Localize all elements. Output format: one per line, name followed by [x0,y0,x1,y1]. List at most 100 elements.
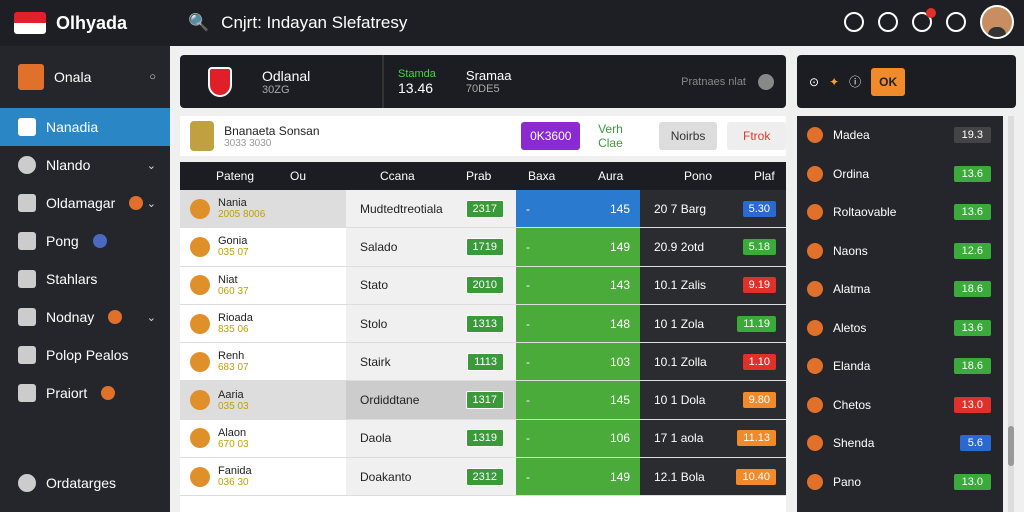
sidebar-item-pong[interactable]: Pong [0,222,170,260]
team-icon [190,466,210,487]
right-label: Pratnaes nlat [681,75,746,88]
odds-green[interactable]: 1317 [465,391,504,410]
info-icon[interactable] [758,73,774,90]
settings-icon[interactable] [912,8,936,32]
search-bar[interactable]: 🔍 Cnjrt: Indayan Slefatresy [188,13,407,33]
odds-value: 106 [609,431,630,446]
odds-cell[interactable]: - 149 [516,458,640,496]
sidebar-item-nlando[interactable]: Nlando ⌄ [0,146,170,184]
avatar[interactable] [980,5,1014,39]
team-crest-icon [208,66,232,97]
right-list-item[interactable]: Roltaovable 13.6 [797,193,1003,232]
odd-badge[interactable]: 1.10 [742,353,776,370]
odds-green[interactable]: 2317 [465,199,504,218]
odds-green[interactable]: 1719 [465,237,504,256]
star-icon[interactable]: ✦ [829,74,840,89]
flag-icon [14,12,46,34]
info-icon[interactable]: ⓘ [849,75,862,89]
sidebar: Onala ○ Nanadia Nlando ⌄ Oldamagar ⌄ Pon… [0,46,170,512]
odds-green[interactable]: 2010 [465,276,504,295]
sidebar-item-label: Nlando [46,157,91,173]
odds-cell[interactable]: - 145 [516,381,640,419]
right-list-item[interactable]: Pano 13.0 [797,463,1003,502]
filter-button-1[interactable]: 0K3600 [521,122,581,150]
table-row[interactable]: Nania 2005 8006 Mudtedtreotiala 2317 - 1… [180,190,786,229]
team-cell: Rioada 835 06 [180,304,346,343]
odd-badge[interactable]: 9.80 [742,392,776,409]
table-row[interactable]: Renh 683 07 Stairk 1113 - 103 10.1 Zolla… [180,343,786,382]
team-icon [807,242,823,259]
right-item-value: 18.6 [953,358,991,375]
odds-green[interactable]: 1319 [465,429,504,448]
col-header: Aura [598,169,624,183]
odds-cell[interactable]: - 103 [516,343,640,381]
team-score: 035 03 [218,400,249,412]
right-list-item[interactable]: Ordina 13.6 [797,155,1003,194]
menu-icon[interactable]: ⊙ [809,74,820,89]
table-row[interactable]: Alaon 670 03 Daola 1319 - 106 17 1 aola … [180,419,786,459]
team-icon [807,127,823,144]
logo[interactable]: Olhyada [0,0,170,46]
table-row[interactable]: Niat 060 37 Stato 2010 - 143 10.1 Zalis … [180,266,786,305]
sidebar-item-onala[interactable]: Onala ○ [0,46,170,108]
right-list-item[interactable]: Madea 19.3 [797,116,1003,155]
filter-button-4[interactable]: Ftrok [727,122,786,150]
sidebar-item-label: Oldamagar [46,195,116,211]
right-header: ⊙ ✦ ⓘ OK [797,55,1016,108]
sidebar-item-oldamagar[interactable]: Oldamagar ⌄ [0,184,170,222]
table-row[interactable]: Fanida 036 30 Doakanto 2312 - 149 12.1 B… [180,458,786,497]
scrollbar[interactable] [1008,116,1014,512]
table-row[interactable]: Aaria 035 03 Ordiddtane 1317 - 145 10 1 … [180,381,786,420]
target-icon[interactable] [946,12,966,32]
detail-text: 10 1 Dola [654,393,706,408]
table-row[interactable]: Rioada 835 06 Stolo 1313 - 148 10 1 Zola… [180,304,786,344]
right-list-item[interactable]: Alatma 18.6 [797,270,1003,309]
right-list-item[interactable]: Chetos 13.0 [797,386,1003,425]
team-name: Fanida [218,465,252,478]
filter-button-2[interactable]: Verh Clae [598,122,623,150]
right-list-item[interactable]: Shenda 5.6 [797,424,1003,463]
sidebar-item-stahlars[interactable]: Stahlars [0,260,170,298]
filter-button-3[interactable]: Noirbs [658,122,718,150]
col-header: Baxa [528,169,556,183]
sidebar-item-nodnay[interactable]: Nodnay ⌄ [0,298,170,336]
sidebar-footer[interactable]: Ordatarges [0,464,170,502]
odds-green[interactable]: 2312 [465,467,504,486]
search-input[interactable]: Cnjrt: Indayan Slefatresy [221,13,408,32]
right-list-item[interactable]: Aletos 13.6 [797,309,1003,348]
odd-badge[interactable]: 11.19 [737,315,776,332]
odd-badge[interactable]: 11.13 [737,430,776,447]
right-item-value: 19.3 [953,127,991,144]
odd-badge[interactable]: 5.30 [742,200,776,217]
dash-icon: - [526,239,530,254]
odd-badge[interactable]: 10.40 [736,468,776,485]
sidebar-item-praiort[interactable]: Praiort [0,374,170,412]
odds-cell[interactable]: - 143 [516,266,640,304]
odd-badge[interactable]: 5.18 [742,238,776,255]
copyright-icon[interactable] [878,12,898,32]
odds-cell[interactable]: - 148 [516,304,640,343]
team-icon [807,396,823,413]
odds-cell[interactable]: - 149 [516,228,640,266]
clock-icon[interactable] [844,12,864,32]
match-cell: Doakanto 2312 [346,458,516,496]
dash-icon: - [526,431,530,446]
team-score: 683 07 [218,362,249,374]
table-row[interactable]: Gonia 035 07 Salado 1719 - 149 20.9 2otd… [180,228,786,267]
dash-icon: - [526,393,530,408]
header-title: Odlanal [262,67,311,84]
sidebar-item-polop-pealos[interactable]: Polop Pealos [0,336,170,374]
odds-green[interactable]: 1313 [465,314,504,333]
table-header: Pateng Ou Ccana Prab Baxa Aura Pono Plaf [180,162,786,190]
odds-cell[interactable]: - 106 [516,419,640,458]
odd-badge[interactable]: 9.19 [742,277,776,294]
sidebar-item-nanadia[interactable]: Nanadia [0,108,170,146]
monitor-icon [18,346,36,364]
right-list-item[interactable]: Elanda 18.6 [797,347,1003,386]
bet-button[interactable]: OK [871,67,906,96]
odds-green[interactable]: 1113 [467,352,504,371]
detail-text: 10.1 Zolla [654,354,707,369]
bookmark-icon [18,118,36,136]
odds-cell[interactable]: - 145 [516,190,640,228]
right-list-item[interactable]: Naons 12.6 [797,232,1003,271]
